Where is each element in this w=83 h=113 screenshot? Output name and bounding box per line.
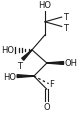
Polygon shape: [47, 62, 63, 65]
Text: T: T: [63, 13, 68, 21]
Polygon shape: [17, 75, 34, 78]
Text: HO: HO: [39, 1, 51, 10]
Text: F: F: [50, 79, 54, 88]
Text: T: T: [63, 24, 68, 33]
Text: HO: HO: [3, 72, 16, 81]
Text: T: T: [17, 62, 22, 71]
Text: HO: HO: [1, 46, 14, 55]
Polygon shape: [22, 50, 32, 61]
Text: O: O: [43, 102, 50, 111]
Text: OH: OH: [64, 59, 77, 68]
